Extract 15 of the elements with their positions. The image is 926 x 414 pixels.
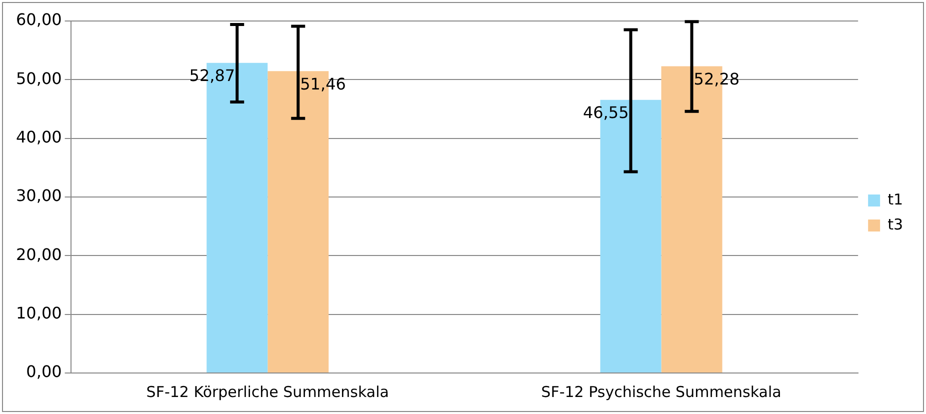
data-label: 46,55 — [582, 103, 629, 122]
data-label: 52,87 — [189, 66, 236, 85]
x-tick-label: SF-12 Psychische Summenskala — [541, 382, 782, 401]
data-label: 51,46 — [300, 74, 346, 94]
y-tick-label: 30,00 — [16, 186, 62, 206]
y-tick-label: 20,00 — [16, 244, 62, 264]
legend-label: t1 — [888, 190, 904, 208]
y-tick-label: 10,00 — [16, 303, 62, 322]
y-tick-label: 50,00 — [16, 68, 62, 88]
x-tick-label: SF-12 Körperliche Summenskala — [146, 382, 389, 401]
data-label: 52,28 — [694, 69, 740, 88]
legend-label: t3 — [888, 215, 904, 234]
y-tick-label: 60,00 — [16, 10, 62, 30]
y-tick-label: 40,00 — [16, 127, 62, 146]
y-tick-label: 0,00 — [26, 362, 62, 382]
